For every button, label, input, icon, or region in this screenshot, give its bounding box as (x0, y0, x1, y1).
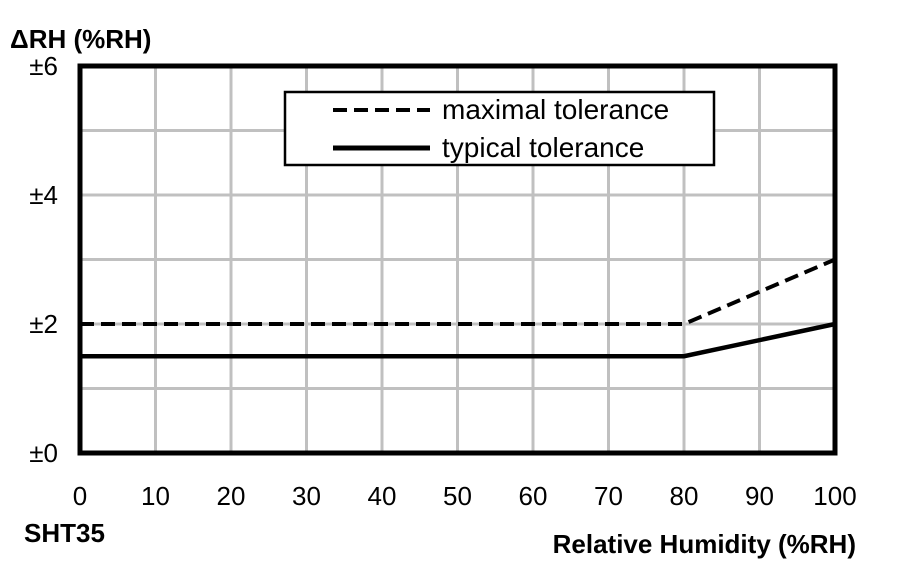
x-tick-label-30: 30 (292, 481, 321, 511)
x-tick-label-90: 90 (745, 481, 774, 511)
series-line-typical-tolerance (80, 321, 836, 359)
legend-box (283, 90, 716, 167)
y-tick-label-4: ±4 (29, 180, 58, 210)
corner-label: SHT35 (24, 518, 105, 548)
series-layer (80, 257, 836, 359)
x-tick-label-60: 60 (519, 481, 548, 511)
x-tick-labels: 0 10 20 30 40 50 60 70 80 90 100 (73, 481, 857, 511)
y-tick-label-6: ±6 (29, 51, 58, 81)
x-tick-label-40: 40 (368, 481, 397, 511)
x-tick-label-100: 100 (813, 481, 856, 511)
x-tick-label-20: 20 (217, 481, 246, 511)
x-tick-label-80: 80 (670, 481, 699, 511)
y-tick-label-0: ±0 (29, 438, 58, 468)
series-line-maximal-tolerance (80, 257, 836, 326)
y-tick-labels: ±0 ±2 ±4 ±6 (29, 51, 58, 468)
legend-label-maximal-tolerance: maximal tolerance (442, 94, 669, 125)
x-axis-label: Relative Humidity (%RH) (553, 529, 856, 559)
x-tick-label-10: 10 (141, 481, 170, 511)
y-tick-label-2: ±2 (29, 309, 58, 339)
plot-area-frame (77, 63, 838, 456)
legend-label-typical-tolerance: typical tolerance (442, 132, 644, 163)
x-tick-label-0: 0 (73, 481, 87, 511)
legend: maximal tolerance typical tolerance (283, 90, 716, 167)
x-tick-label-50: 50 (443, 481, 472, 511)
x-tick-label-70: 70 (594, 481, 623, 511)
y-axis-label: ΔRH (%RH) (10, 24, 151, 54)
